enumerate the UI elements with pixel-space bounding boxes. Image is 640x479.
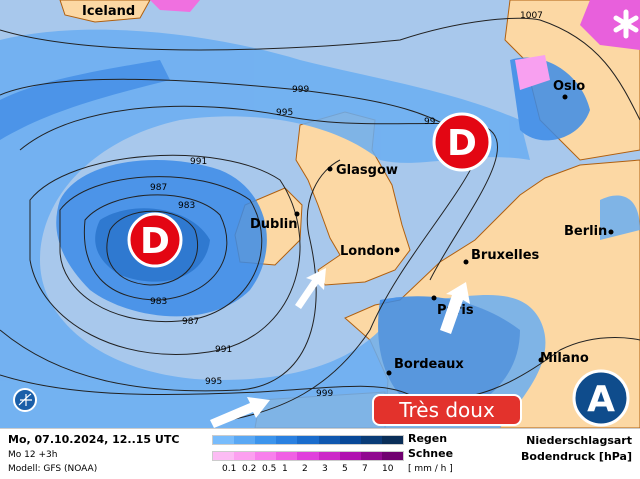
high-pressure-marker: A	[572, 369, 630, 427]
city-oslo: Oslo	[553, 79, 585, 94]
isobar-label: 99	[424, 117, 436, 127]
isobar-label: 1007	[520, 11, 543, 21]
snow-swatch	[234, 452, 256, 460]
rain-swatch	[360, 436, 382, 444]
isobar-labels: 1007 999 995 991 987 983 983 987 991 995…	[150, 11, 543, 399]
isobar-label: 983	[178, 201, 195, 211]
snow-label: Schnee	[408, 447, 454, 460]
isobar-label: 995	[205, 377, 222, 387]
forecast-date: Mo, 07.10.2024, 12..15 UTC	[8, 433, 180, 446]
model-name: Modell: GFS (NOAA)	[8, 464, 98, 474]
city-berlin: Berlin	[564, 224, 607, 239]
scale-tick: 1	[282, 464, 288, 474]
rain-label: Regen	[408, 432, 448, 445]
scale-tick: 0.2	[242, 464, 257, 474]
forecast-run: Mo 12 +3h	[8, 450, 58, 460]
globe-logo-icon	[13, 388, 37, 412]
scale-tick: 10	[382, 464, 394, 474]
city-london: London	[340, 244, 394, 259]
isobar-label: 987	[150, 183, 167, 193]
low-pressure-marker: D	[127, 212, 183, 268]
isobar-label: 999	[316, 389, 333, 399]
low-label: D	[140, 221, 170, 262]
isobar-label: 995	[276, 108, 293, 118]
snow-swatch	[360, 452, 382, 460]
rain-swatch	[234, 436, 256, 444]
isobar-label: 999	[292, 85, 309, 95]
isobar-label: 991	[215, 345, 232, 355]
isobars	[0, 17, 640, 421]
unit-label: [ mm / h ]	[408, 464, 453, 474]
isobar-label: 987	[182, 317, 199, 327]
isobar-label: 983	[150, 297, 167, 307]
low-label: D	[447, 123, 477, 164]
city-glasgow: Glasgow	[336, 163, 398, 178]
legend: Mo, 07.10.2024, 12..15 UTC Mo 12 +3h Mod…	[0, 428, 640, 479]
snowflake-icon	[613, 9, 639, 39]
isobar-label: 991	[190, 157, 207, 167]
rain-scale	[212, 435, 404, 445]
pressure-label: Bodendruck [hPa]	[521, 450, 632, 463]
snow-swatch	[255, 452, 277, 460]
snow-swatch	[213, 452, 235, 460]
scale-tick: 0.1	[222, 464, 237, 474]
snow-swatch	[381, 452, 403, 460]
temperature-banner: Très doux	[372, 394, 522, 426]
rain-swatch	[381, 436, 403, 444]
weather-map: 1007 999 995 991 987 983 983 987 991 995…	[0, 0, 640, 428]
city-bordeaux: Bordeaux	[394, 357, 464, 372]
scale-tick: 3	[322, 464, 328, 474]
rain-swatch	[255, 436, 277, 444]
snow-swatch	[276, 452, 298, 460]
city-milano: Milano	[540, 351, 589, 366]
rain-swatch	[297, 436, 319, 444]
scale-tick: 0.5	[262, 464, 277, 474]
snow-scale	[212, 451, 404, 461]
wind-arrow-icon	[210, 268, 470, 428]
rain-swatch	[213, 436, 235, 444]
cities: Iceland Oslo Glasgow Dublin London Bruxe…	[82, 4, 614, 376]
scale-tick: 2	[302, 464, 308, 474]
snow-swatch	[297, 452, 319, 460]
rain-swatch	[339, 436, 361, 444]
rain-swatch	[276, 436, 298, 444]
precip-type-label: Niederschlagsart	[526, 434, 632, 447]
scale-tick: 7	[362, 464, 368, 474]
city-dublin: Dublin	[250, 217, 298, 232]
scale-tick: 5	[342, 464, 348, 474]
snow-swatch	[339, 452, 361, 460]
snow-swatch	[318, 452, 340, 460]
label-iceland: Iceland	[82, 4, 135, 19]
low-pressure-marker: D	[432, 112, 492, 172]
rain-swatch	[318, 436, 340, 444]
city-bruxelles: Bruxelles	[471, 248, 540, 263]
high-label: A	[587, 379, 615, 420]
